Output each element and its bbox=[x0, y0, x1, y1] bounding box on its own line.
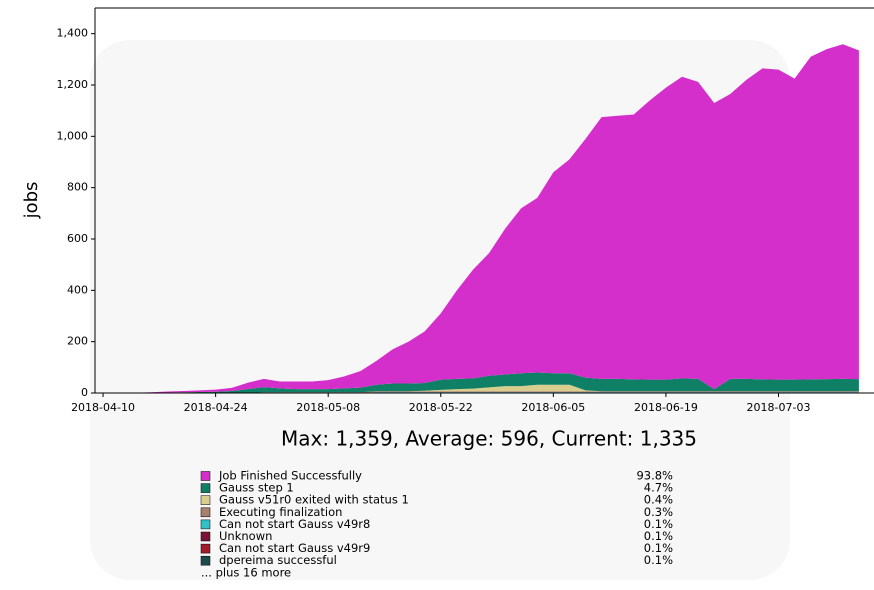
area bbox=[103, 44, 859, 393]
legend-swatch bbox=[200, 519, 211, 530]
legend-swatch bbox=[200, 555, 211, 566]
legend-swatch bbox=[200, 495, 211, 505]
legend-share: 4.7% bbox=[644, 481, 673, 495]
legend-share: 0.1% bbox=[644, 541, 673, 555]
legend-label: Can not start Gauss v49r8 bbox=[219, 517, 370, 531]
legend-swatch bbox=[200, 507, 211, 518]
legend-label: Gauss v51r0 exited with status 1 bbox=[219, 493, 409, 507]
legend-share: 0.1% bbox=[644, 553, 673, 567]
legend-swatch bbox=[200, 531, 211, 542]
x-tick-label: 2018-05-22 bbox=[409, 401, 473, 414]
legend-label: dpereima successful bbox=[219, 553, 337, 567]
y-tick-label: 1,400 bbox=[57, 27, 89, 40]
area bbox=[103, 372, 859, 393]
x-tick-label: 2018-04-24 bbox=[184, 401, 248, 414]
x-tick-label: 2018-06-05 bbox=[521, 401, 585, 414]
y-axis-label: jobs bbox=[21, 182, 42, 220]
y-tick-label: 800 bbox=[67, 181, 88, 194]
legend-share: 93.8% bbox=[636, 469, 673, 483]
x-tick-label: 2018-07-03 bbox=[747, 401, 811, 414]
area bbox=[103, 384, 859, 393]
y-tick-label: 1,200 bbox=[57, 78, 89, 91]
x-tick-label: 2018-05-08 bbox=[296, 401, 360, 414]
legend-label: Unknown bbox=[219, 529, 272, 543]
area bbox=[103, 391, 859, 393]
legend-share: 0.3% bbox=[644, 505, 673, 519]
y-tick-label: 0 bbox=[81, 386, 88, 399]
legend-share: 0.1% bbox=[644, 517, 673, 531]
legend-more: ... plus 16 more bbox=[201, 565, 291, 579]
x-tick-label: 2018-04-10 bbox=[71, 401, 135, 414]
legend-label: Executing finalization bbox=[219, 505, 342, 519]
legend-swatch bbox=[200, 471, 211, 481]
legend-label: Can not start Gauss v49r9 bbox=[219, 541, 370, 555]
legend-label: Gauss step 1 bbox=[219, 481, 294, 495]
area bbox=[103, 392, 859, 393]
legend-swatch bbox=[200, 543, 211, 554]
legend-label: Job Finished Successfully bbox=[218, 469, 362, 483]
legend-swatch bbox=[200, 483, 211, 493]
legend-share: 0.4% bbox=[644, 493, 673, 507]
y-tick-label: 200 bbox=[67, 335, 88, 348]
y-tick-label: 400 bbox=[67, 283, 88, 296]
legend-share: 0.1% bbox=[644, 529, 673, 543]
y-tick-label: 600 bbox=[67, 232, 88, 245]
chart-subtitle: Max: 1,359, Average: 596, Current: 1,335 bbox=[281, 427, 697, 451]
y-tick-label: 1,000 bbox=[57, 129, 89, 142]
x-tick-label: 2018-06-19 bbox=[634, 401, 698, 414]
